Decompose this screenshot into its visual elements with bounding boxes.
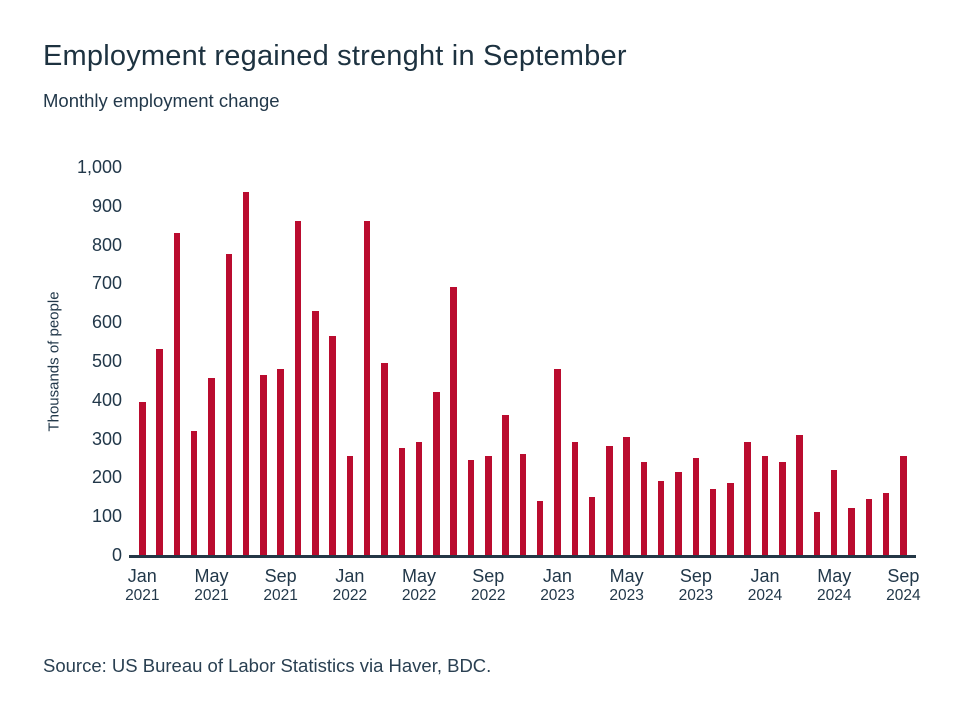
x-tick-label: Sep 2024 [868,566,938,605]
x-tick-month: May [402,566,437,586]
plot-area: 0 100 200 300 400 500 600 700 800 900 1,000 Jan 2021… [77,158,921,604]
x-tick-label: Jan 2022 [315,566,385,605]
bar [709,489,717,555]
bar [467,459,475,555]
bar [277,368,284,555]
bar [657,481,665,555]
x-tick-year: 2023 [678,587,714,604]
x-tick-month: Sep [472,566,505,586]
bar [692,458,700,555]
bar [606,446,613,555]
y-tick-label: 200 [91,467,122,488]
chart-subtitle: Monthly employment change [43,90,280,111]
bar [294,221,302,555]
x-tick-year: 2024 [816,587,852,604]
y-tick-label: 100 [91,506,122,527]
x-tick-month: May [194,566,229,586]
x-tick-label: May 2024 [799,566,869,605]
y-tick-label: 1,000 [76,157,122,177]
x-tick-month: May [609,566,644,586]
x-tick-label: Sep 2023 [661,566,731,605]
x-tick-label: May 2021 [176,566,246,605]
x-tick-label: May 2023 [592,566,662,605]
bar [848,508,855,555]
bar [433,392,440,555]
x-tick-label: Jan 2021 [107,566,177,605]
y-tick-label: 700 [91,273,122,294]
bar [502,415,509,555]
y-tick-label: 500 [91,351,122,371]
y-tick-label: 0 [111,545,122,565]
x-tick-year: 2022 [401,587,437,604]
x-tick-year: 2021 [194,587,229,604]
y-tick-label: 300 [91,428,122,449]
x-axis-line [129,555,916,558]
bar [554,368,561,555]
bar [796,434,803,555]
y-tick-label: 600 [91,312,122,333]
bar [363,221,371,555]
x-tick-year: 2023 [609,587,644,604]
x-tick-month: Sep [887,566,920,586]
bar [882,492,890,555]
bar [900,456,907,555]
x-tick-month: Jan [542,566,572,586]
bar [329,335,336,555]
bar [675,471,682,555]
bar [779,461,786,555]
bar [190,430,198,555]
x-tick-year: 2021 [125,587,160,604]
bar [260,374,267,555]
bar [536,500,544,555]
x-tick-label: Sep 2021 [246,566,316,605]
bar [312,310,319,555]
bar [225,254,233,555]
x-tick-year: 2024 [747,587,783,604]
x-tick-month: Jan [335,566,365,586]
bar [381,362,388,555]
bar [173,232,181,555]
x-tick-month: Jan [127,566,157,586]
y-tick-label: 800 [91,234,122,255]
x-tick-label: Jan 2023 [522,566,592,605]
bar [156,349,163,555]
bar [346,456,354,555]
x-tick-month: May [817,566,852,586]
bar [398,448,406,555]
bar [761,456,769,555]
x-tick-label: Jan 2024 [730,566,800,605]
bar [485,456,492,555]
bar [623,436,630,555]
bar [139,401,146,555]
x-tick-label: May 2022 [384,566,454,605]
x-tick-year: 2022 [332,587,368,604]
chart-title: Employment regained strenght in Septembe… [43,40,627,72]
bar [830,469,838,555]
source-note: Source: US Bureau of Labor Statistics vi… [43,655,492,676]
bar [727,483,734,555]
bar [813,512,821,555]
bar [640,461,648,555]
x-tick-year: 2021 [263,587,298,604]
bar [588,496,596,555]
bar [208,378,215,555]
bar [415,442,423,555]
bar [450,287,457,555]
bar [571,442,578,555]
x-tick-year: 2024 [886,587,921,604]
x-tick-year: 2023 [540,587,575,604]
bar [242,192,250,555]
y-tick-label: 900 [91,195,122,216]
x-tick-year: 2022 [471,587,506,604]
x-tick-month: Jan [750,566,780,586]
x-tick-month: Sep [679,566,712,586]
bar [519,454,527,555]
x-tick-label: Sep 2022 [453,566,523,605]
bar [744,442,751,555]
bar [865,498,873,555]
x-tick-month: Sep [264,566,297,586]
y-tick-label: 400 [91,389,122,410]
